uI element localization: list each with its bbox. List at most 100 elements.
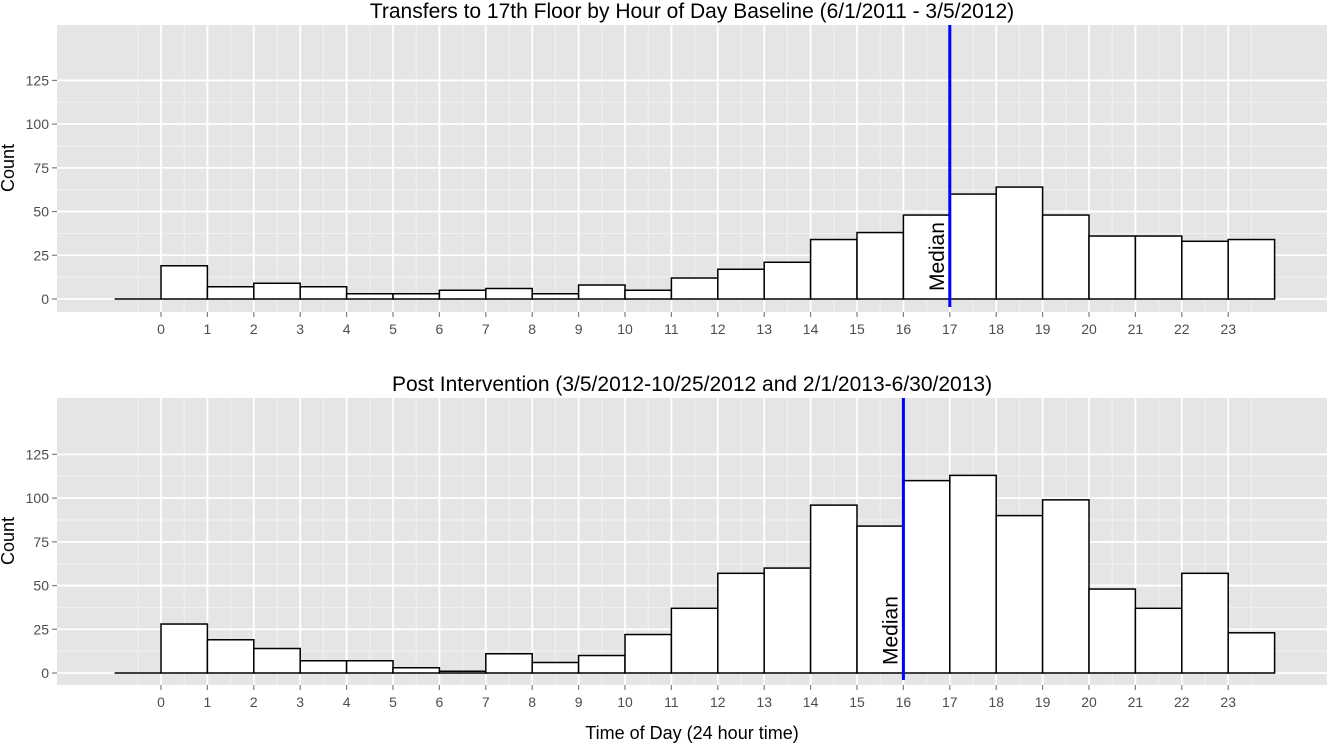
bar-baseline <box>902 214 951 300</box>
x-axis-label-post: Time of Day (24 hour time) <box>585 723 798 743</box>
y-tick-label-post: 50 <box>33 578 49 594</box>
x-tick-label-baseline: 16 <box>896 321 912 337</box>
x-tick-label-post: 23 <box>1220 694 1236 710</box>
y-tick-label-post: 25 <box>33 621 49 637</box>
bar-post <box>902 479 951 674</box>
x-tick-label-baseline: 5 <box>389 321 397 337</box>
x-tick-label-baseline: 13 <box>756 321 772 337</box>
bar-post <box>624 633 673 674</box>
x-tick-label-post: 0 <box>157 694 165 710</box>
bar-baseline <box>1181 240 1229 300</box>
bar-post <box>485 653 533 674</box>
x-tick-label-post: 4 <box>343 694 351 710</box>
x-tick-label-baseline: 14 <box>803 321 819 337</box>
bar-post <box>345 660 394 674</box>
y-tick-label-baseline: 125 <box>26 72 50 88</box>
x-tick-label-post: 7 <box>482 694 490 710</box>
bar-baseline <box>206 286 255 300</box>
bar-post <box>1088 588 1137 674</box>
bar-baseline <box>717 268 765 300</box>
chart-title-post: Post Intervention (3/5/2012-10/25/2012 a… <box>392 373 992 396</box>
x-tick-label-baseline: 3 <box>296 321 304 337</box>
y-ticks-post: 0 25 50 75 100 125 <box>26 446 57 681</box>
bar-post <box>531 661 580 674</box>
x-tick-label-post: 22 <box>1174 694 1190 710</box>
bar-post <box>438 670 487 674</box>
y-tick-label-baseline: 75 <box>33 160 49 176</box>
bar-baseline <box>670 277 719 300</box>
x-tick-label-post: 8 <box>528 694 536 710</box>
chart-title-baseline: Transfers to 17th Floor by Hour of Day B… <box>370 0 1014 23</box>
bar-post <box>717 572 765 674</box>
x-tick-label-post: 11 <box>664 694 679 710</box>
x-tick-label-baseline: 1 <box>204 321 212 337</box>
bar-baseline <box>485 287 533 300</box>
x-tick-label-post: 3 <box>296 694 304 710</box>
bar-baseline <box>1227 238 1276 300</box>
bar-post <box>160 623 209 674</box>
y-tick-label-post: 125 <box>26 446 50 462</box>
y-tick-label-post: 75 <box>33 534 49 550</box>
x-tick-label-post: 17 <box>942 694 958 710</box>
x-tick-label-post: 6 <box>436 694 444 710</box>
x-tick-label-post: 1 <box>204 694 212 710</box>
bar-baseline <box>949 193 997 300</box>
x-tick-label-post: 20 <box>1081 694 1097 710</box>
x-tick-label-baseline: 19 <box>1035 321 1051 337</box>
x-tick-label-post: 16 <box>896 694 912 710</box>
median-baseline: Median <box>926 25 952 307</box>
y-axis-label-post: Count <box>0 517 18 565</box>
bar-post <box>1041 499 1090 674</box>
x-tick-label-baseline: 21 <box>1128 321 1144 337</box>
x-tick-label-baseline: 6 <box>436 321 444 337</box>
bar-baseline <box>345 293 394 300</box>
y-tick-label-baseline: 100 <box>26 116 50 132</box>
grid-post <box>57 398 1327 685</box>
x-ticks-baseline: 0 1 2 3 4 5 6 7 8 9 10 11 12 13 14 15 16 17 18 19 20 21 22 23 <box>157 312 1236 337</box>
bar-baseline <box>1088 235 1137 300</box>
x-tick-label-baseline: 9 <box>575 321 583 337</box>
bar-baseline <box>160 265 209 300</box>
bars-post <box>114 474 1276 674</box>
y-tick-label-post: 0 <box>41 665 49 681</box>
median-label-baseline: Median <box>926 222 949 291</box>
median-post: Median <box>879 398 905 680</box>
x-tick-label-post: 21 <box>1128 694 1144 710</box>
bar-baseline <box>253 282 301 300</box>
bar-baseline <box>1134 235 1183 300</box>
bar-post <box>1227 632 1276 674</box>
bar-post <box>670 607 719 674</box>
bar-post <box>809 504 858 674</box>
bar-baseline <box>1041 214 1090 300</box>
x-tick-label-baseline: 22 <box>1174 321 1190 337</box>
bar-baseline <box>577 284 626 300</box>
bar-baseline <box>299 286 348 300</box>
x-tick-label-post: 10 <box>617 694 633 710</box>
bar-post <box>949 474 997 674</box>
bar-post <box>392 667 441 674</box>
x-tick-label-baseline: 2 <box>250 321 258 337</box>
x-tick-label-post: 2 <box>250 694 258 710</box>
bars-baseline <box>114 186 1276 300</box>
y-ticks-baseline: 0 25 50 75 100 125 <box>26 72 57 307</box>
x-tick-label-baseline: 12 <box>710 321 726 337</box>
bar-baseline <box>392 293 441 300</box>
x-tick-label-baseline: 11 <box>664 321 679 337</box>
median-label-post: Median <box>879 596 902 665</box>
bar-post <box>995 514 1044 674</box>
x-tick-label-post: 13 <box>756 694 772 710</box>
x-tick-label-baseline: 7 <box>482 321 490 337</box>
bar-baseline <box>624 289 673 300</box>
bar-baseline <box>809 238 858 300</box>
y-tick-label-post: 100 <box>26 490 50 506</box>
y-tick-label-baseline: 25 <box>33 247 49 263</box>
y-tick-label-baseline: 0 <box>41 291 49 307</box>
y-tick-label-baseline: 50 <box>33 204 49 220</box>
bar-post <box>1134 607 1183 674</box>
bar-post <box>577 654 626 674</box>
x-tick-label-post: 14 <box>803 694 819 710</box>
x-ticks-post: 0 1 2 3 4 5 6 7 8 9 10 11 12 13 14 15 16 17 18 19 20 21 22 23 <box>157 685 1236 710</box>
bar-baseline <box>531 293 580 300</box>
x-tick-label-baseline: 23 <box>1220 321 1236 337</box>
